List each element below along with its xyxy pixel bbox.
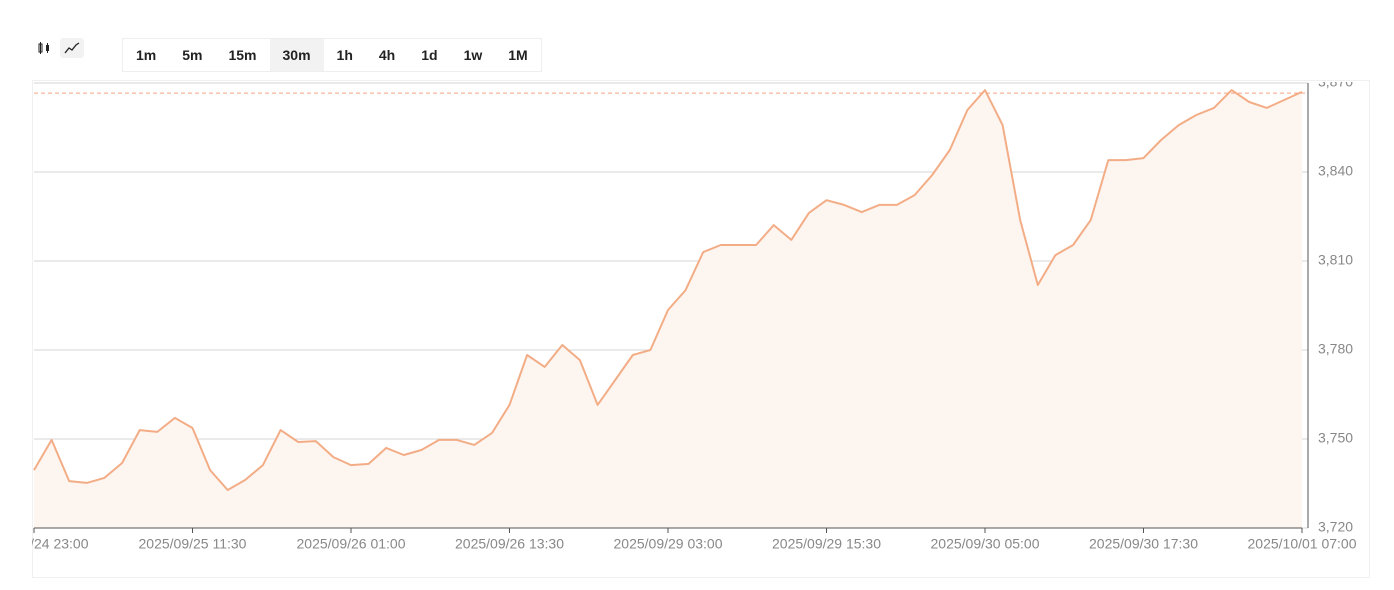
interval-button[interactable]: 15m bbox=[228, 47, 257, 63]
x-axis-labels: 2025/09/24 23:00 2025/09/25 11:30 2025/09/… bbox=[0, 536, 1357, 552]
interval-button[interactable]: 1w bbox=[463, 47, 483, 63]
candle-glyph bbox=[38, 42, 49, 54]
interval-button[interactable]: 1m bbox=[136, 47, 157, 63]
x-tick-label: 2025/09/25 11:30 bbox=[139, 536, 247, 552]
x-tick-label: 2025/09/30 17:30 bbox=[1089, 536, 1198, 552]
x-tick-label: 2025/09/24 23:00 bbox=[0, 536, 89, 552]
chart-type-switch bbox=[32, 38, 84, 58]
area bbox=[34, 90, 1302, 528]
y-tick-label: 3,810 bbox=[1318, 252, 1353, 268]
interval-button[interactable]: 1h bbox=[336, 47, 353, 63]
x-tick-label: 2025/10/01 07:00 bbox=[1248, 536, 1357, 552]
chart-frame bbox=[32, 80, 1370, 578]
price-line bbox=[33, 89, 1303, 491]
x-tick-label: 2025/09/29 15:30 bbox=[772, 536, 881, 552]
x-tick-label: 2025/09/29 03:00 bbox=[614, 536, 723, 552]
y-axis-labels: 3,720 3,750 3,780 3,810 3,840 3,870 bbox=[1318, 74, 1353, 535]
y-tick-label: 3,840 bbox=[1318, 163, 1353, 179]
interval-button[interactable]: 4h bbox=[378, 47, 396, 63]
y-tick-label: 3,870 bbox=[1318, 74, 1353, 90]
interval-button[interactable]: 1d bbox=[421, 47, 438, 63]
y-tick-label: 3,750 bbox=[1318, 430, 1353, 446]
x-tick-label: 2025/09/30 05:00 bbox=[931, 536, 1040, 552]
candle-icon[interactable] bbox=[32, 38, 56, 58]
interval-toolbar: 1m 5m 15m 30m 1h 4h 1d 1w 1M bbox=[122, 38, 542, 72]
y-tick-label: 3,720 bbox=[1318, 519, 1353, 535]
line-glyph bbox=[64, 42, 80, 54]
x-tick-label: 2025/09/26 01:00 bbox=[297, 536, 406, 552]
line-icon[interactable] bbox=[60, 38, 84, 58]
interval-button[interactable]: 5m bbox=[182, 47, 203, 63]
interval-button[interactable]: 1M bbox=[508, 47, 528, 63]
y-tick-label: 3,780 bbox=[1318, 341, 1353, 357]
x-tick-label: 2025/09/26 13:30 bbox=[455, 536, 564, 552]
interval-button[interactable]: 30m bbox=[269, 39, 324, 71]
